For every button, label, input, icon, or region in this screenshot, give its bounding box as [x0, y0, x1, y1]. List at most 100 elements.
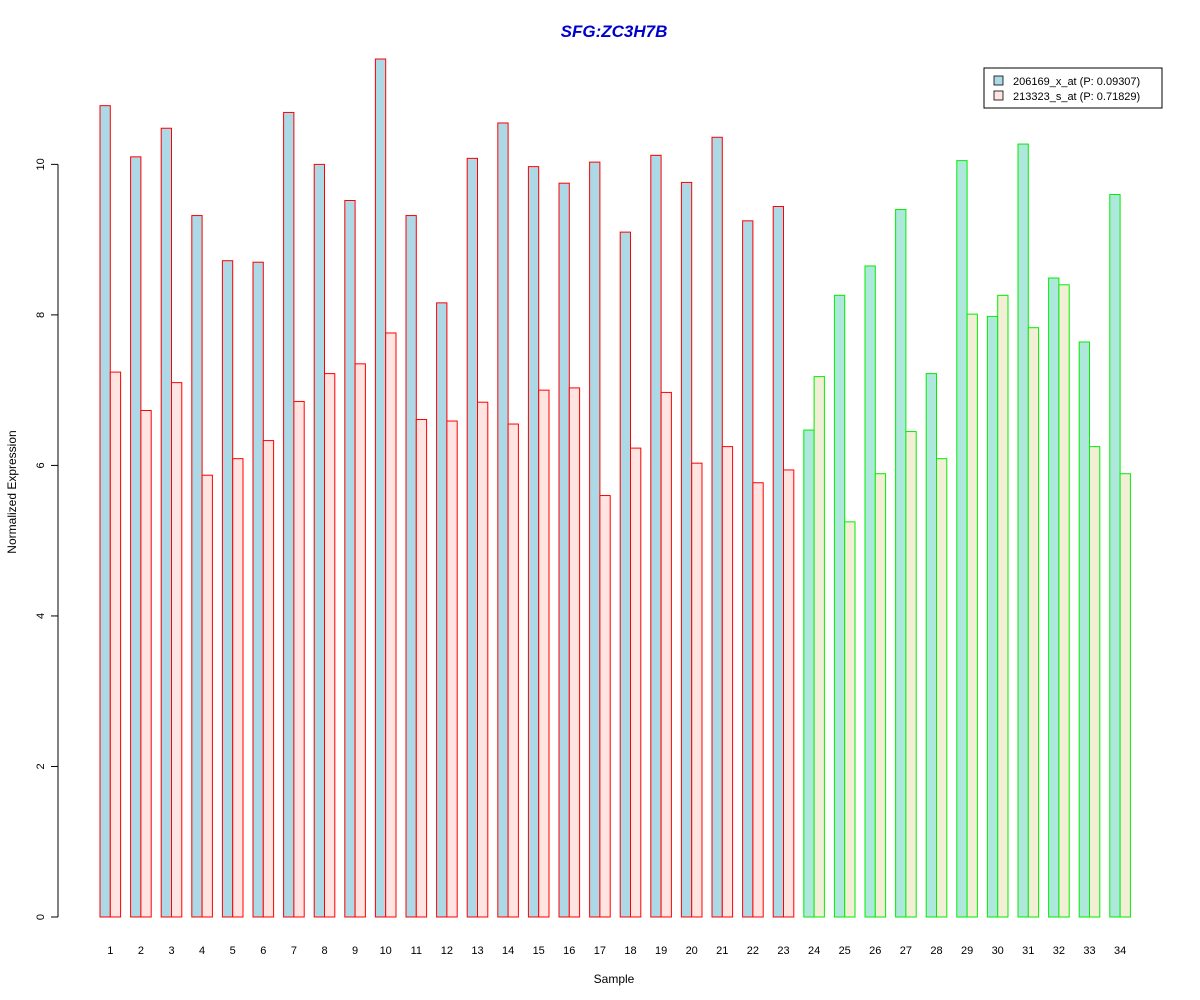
legend-label-2: 213323_s_at (P: 0.71829): [1013, 91, 1140, 103]
bar-s1-sample-2: [130, 156, 142, 918]
bar-s2-sample-8: [324, 373, 336, 918]
x-tick-label: 26: [869, 945, 881, 957]
x-tick-label: 18: [624, 945, 636, 957]
x-tick-label: 8: [321, 945, 327, 957]
x-tick-label: 32: [1053, 945, 1065, 957]
bar-s2-sample-30: [997, 294, 1009, 918]
x-tick-label: 14: [502, 945, 514, 957]
bar-s2-sample-10: [385, 332, 397, 918]
bar-s1-sample-34: [1109, 193, 1121, 918]
x-tick-label: 11: [411, 945, 422, 957]
bar-s1-sample-18: [619, 231, 632, 918]
bar-s1-sample-28: [925, 373, 938, 918]
y-tick-label: 4: [35, 613, 47, 619]
bar-s1-sample-14: [497, 122, 509, 918]
bar-s1-sample-16: [558, 182, 570, 918]
bar-s1-sample-19: [650, 154, 662, 918]
legend: 206169_x_at (P: 0.09307) 213323_s_at (P:…: [983, 67, 1163, 109]
bar-s1-sample-15: [527, 166, 540, 918]
bar-s2-sample-21: [721, 446, 734, 918]
bar-s2-sample-3: [171, 382, 183, 918]
x-tick-label: 19: [655, 945, 667, 957]
bar-s1-sample-11: [405, 215, 417, 918]
y-tick-label: 2: [35, 763, 47, 769]
x-tick-label: 12: [441, 945, 453, 957]
bar-s1-sample-9: [344, 199, 356, 918]
bar-s1-sample-31: [1017, 143, 1029, 918]
bar-s2-sample-9: [354, 363, 366, 918]
bar-s1-sample-29: [956, 160, 968, 918]
bar-s2-sample-5: [232, 458, 244, 918]
bar-s2-sample-27: [905, 431, 917, 918]
bar-s2-sample-16: [568, 387, 581, 918]
bar-s1-sample-25: [833, 294, 846, 918]
bar-s2-sample-32: [1058, 284, 1070, 918]
x-tick-label: 30: [992, 945, 1004, 957]
legend-swatch-1: [993, 75, 1004, 86]
bar-s1-sample-17: [589, 161, 601, 918]
bar-s1-sample-1: [99, 105, 111, 918]
bar-s1-sample-4: [191, 215, 203, 918]
x-tick-label: 23: [777, 945, 789, 957]
bar-s2-sample-33: [1089, 446, 1101, 918]
bar-s2-sample-34: [1119, 473, 1131, 918]
x-tick-label: 20: [686, 945, 698, 957]
bar-s2-sample-20: [691, 462, 703, 918]
y-axis-label: Normalized Expression: [5, 430, 19, 553]
bar-s2-sample-28: [936, 458, 948, 918]
legend-swatch-2: [993, 90, 1004, 101]
bar-s2-sample-26: [874, 473, 887, 918]
bar-s1-sample-23: [772, 206, 785, 918]
x-tick-label: 33: [1083, 945, 1095, 957]
x-axis-label: Sample: [594, 972, 635, 986]
bars-group: [99, 58, 1131, 918]
bar-s2-sample-11: [415, 419, 428, 918]
x-tick-label: 17: [594, 945, 606, 957]
legend-label-1: 206169_x_at (P: 0.09307): [1013, 76, 1140, 88]
x-tick-label: 7: [291, 945, 297, 957]
bar-s1-sample-24: [803, 429, 815, 918]
x-tick-label: 27: [900, 945, 912, 957]
bar-s2-sample-19: [660, 391, 672, 918]
bar-s2-sample-6: [262, 440, 275, 918]
y-tick-label: 10: [35, 158, 47, 170]
bar-s1-sample-32: [1048, 277, 1060, 918]
x-tick-label: 28: [930, 945, 942, 957]
bar-s2-sample-14: [507, 423, 519, 918]
bar-s1-sample-22: [742, 220, 754, 918]
y-tick-label: 0: [35, 914, 47, 920]
y-tick-label: 6: [35, 462, 47, 468]
bar-s1-sample-8: [313, 163, 326, 918]
x-tick-label: 34: [1114, 945, 1126, 957]
bar-s2-sample-25: [844, 521, 856, 918]
bar-s1-sample-27: [895, 209, 907, 918]
x-tick-label: 16: [563, 945, 575, 957]
bar-s2-sample-4: [201, 474, 213, 918]
x-tick-label: 24: [808, 945, 820, 957]
bar-s2-sample-15: [538, 389, 550, 918]
bar-s2-sample-17: [599, 495, 611, 918]
bar-s1-sample-3: [160, 127, 172, 918]
bar-s2-sample-23: [783, 469, 795, 918]
bar-s2-sample-18: [630, 447, 642, 918]
x-tick-label: 2: [138, 945, 144, 957]
legend-box: [983, 67, 1163, 109]
bar-s2-sample-31: [1027, 327, 1040, 918]
x-axis: 1 2 3 4 5 6 7 8 9 10 11 12 13 14 15 16 17 18 19 20 21 22 23 24 2…: [107, 945, 1126, 957]
bar-s1-sample-26: [864, 265, 876, 918]
x-tick-label: 25: [839, 945, 851, 957]
bar-s1-sample-21: [711, 136, 723, 918]
bar-s2-sample-12: [446, 420, 458, 918]
x-tick-label: 5: [230, 945, 236, 957]
bar-s2-sample-7: [293, 400, 305, 918]
bar-s2-sample-1: [109, 371, 122, 918]
x-tick-label: 15: [533, 945, 545, 957]
x-tick-label: 31: [1022, 945, 1034, 957]
y-tick-label: 8: [35, 312, 47, 318]
bar-s1-sample-30: [986, 315, 999, 918]
x-tick-label: 3: [168, 945, 174, 957]
bar-s2-sample-13: [477, 401, 489, 918]
chart-title: SFG:ZC3H7B: [561, 22, 668, 41]
x-tick-label: 22: [747, 945, 759, 957]
